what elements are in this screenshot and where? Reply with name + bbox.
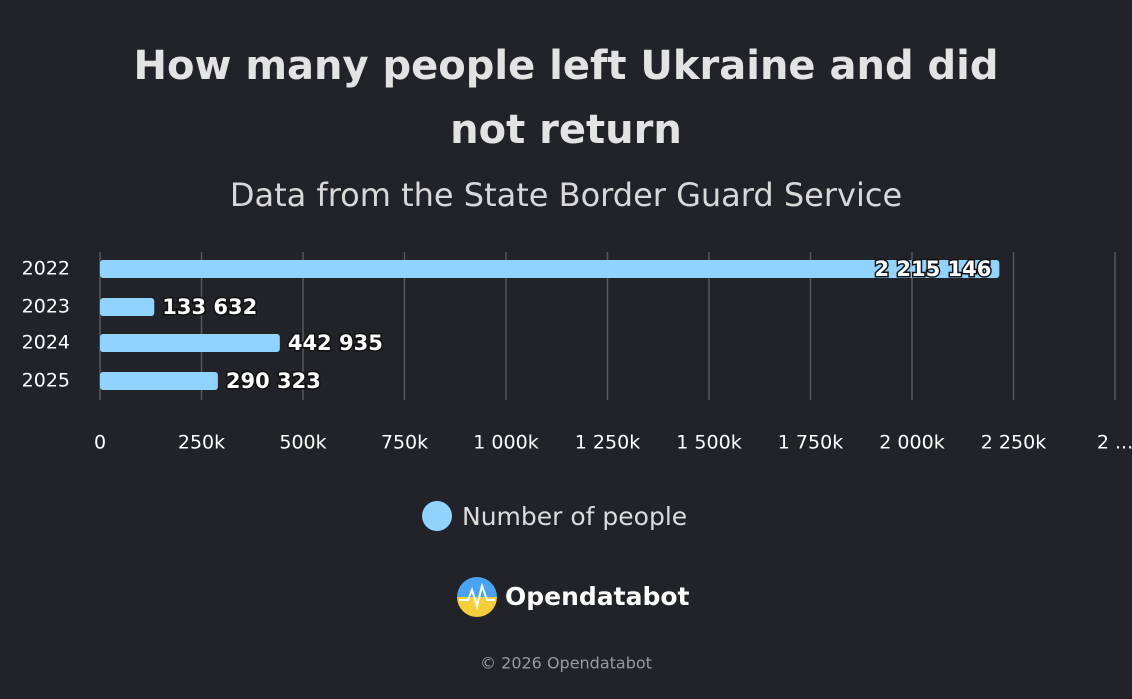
bar [100, 260, 1000, 278]
chart-subtitle: Data from the State Border Guard Service [229, 176, 903, 214]
value-label: 290 323 [226, 369, 321, 393]
y-tick-label: 2022 [22, 258, 70, 280]
brand-name: Opendatabot [505, 582, 690, 611]
copyright: © 2026 Opendatabot [480, 654, 652, 673]
x-tick-label: 2 000k [879, 432, 944, 454]
y-tick-label: 2023 [22, 296, 70, 318]
value-label: 442 935 [288, 331, 383, 355]
value-label: 2 215 146 [874, 257, 991, 281]
bar [100, 298, 155, 316]
x-tick-label: 0 [94, 432, 106, 454]
x-tick-label: 2 ... [1097, 432, 1132, 454]
bar [100, 372, 218, 390]
legend-swatch [422, 501, 452, 531]
x-tick-label: 2 250k [981, 432, 1046, 454]
x-tick-label: 1 250k [575, 432, 640, 454]
x-tick-label: 250k [178, 432, 225, 454]
y-tick-label: 2024 [22, 332, 70, 354]
x-tick-label: 1 000k [473, 432, 538, 454]
brand-logo-pulse [459, 582, 495, 610]
x-tick-label: 750k [381, 432, 428, 454]
x-tick-label: 1 500k [676, 432, 741, 454]
x-tick-label: 500k [279, 432, 326, 454]
value-label: 133 632 [162, 295, 257, 319]
chart-title: How many people left Ukraine and did not… [133, 43, 999, 153]
y-tick-label: 2025 [22, 370, 70, 392]
bar [100, 334, 280, 352]
legend-label: Number of people [462, 502, 687, 531]
brand-logo [457, 577, 497, 617]
x-tick-label: 1 750k [778, 432, 843, 454]
